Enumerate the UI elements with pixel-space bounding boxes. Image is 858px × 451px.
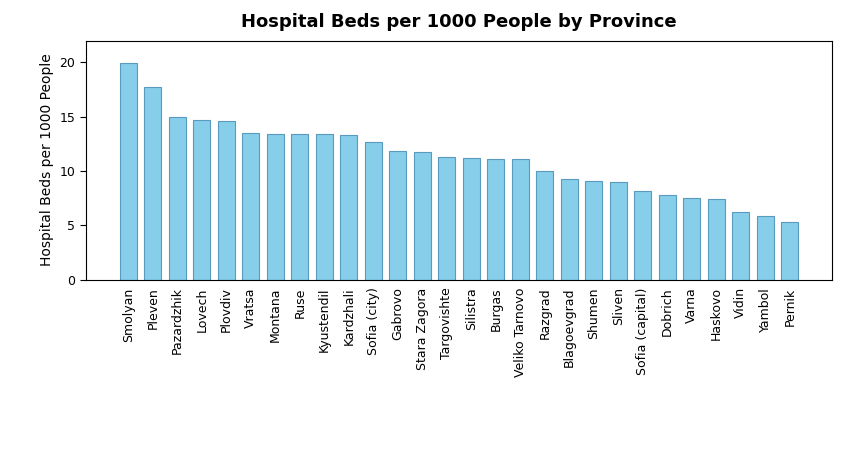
Bar [267,134,284,280]
Bar [708,199,725,280]
Bar [683,198,700,280]
Bar [365,142,382,280]
Bar [438,157,456,280]
Bar [487,159,505,280]
Bar [757,216,774,280]
Bar [316,134,333,280]
Bar [659,195,676,280]
Bar [242,133,259,280]
Bar [732,212,749,280]
Bar [634,190,651,280]
Bar [144,87,161,280]
Bar [218,121,235,280]
Title: Hospital Beds per 1000 People by Province: Hospital Beds per 1000 People by Provinc… [241,13,677,31]
Bar [169,117,186,280]
Y-axis label: Hospital Beds per 1000 People: Hospital Beds per 1000 People [40,54,54,267]
Bar [781,222,798,280]
Bar [585,181,602,280]
Bar [610,182,627,280]
Bar [390,152,407,280]
Bar [291,134,308,280]
Bar [511,159,529,280]
Bar [560,179,577,280]
Bar [462,158,480,280]
Bar [120,64,137,280]
Bar [341,135,358,280]
Bar [414,152,431,280]
Bar [536,171,553,280]
Bar [193,120,210,280]
